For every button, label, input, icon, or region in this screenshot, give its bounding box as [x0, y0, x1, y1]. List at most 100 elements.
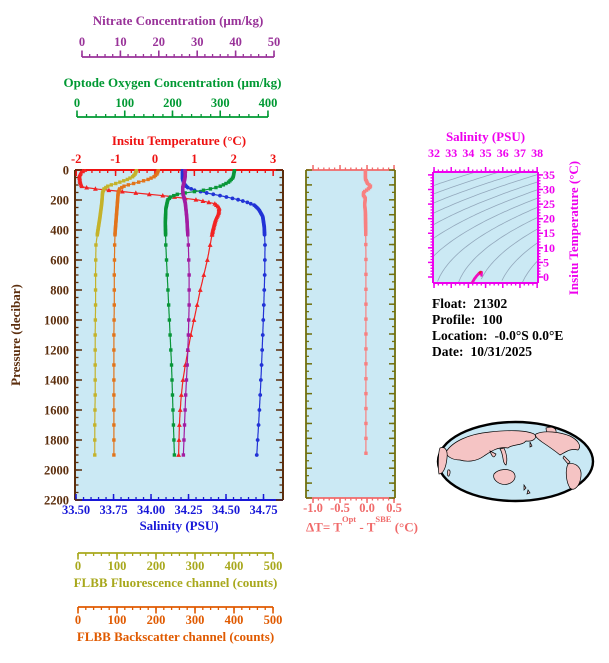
isopycnal-line	[480, 228, 538, 280]
nitrate-series	[180, 169, 191, 457]
fluorescence-axis-tick-label: 400	[225, 559, 244, 573]
nitrate-axis-tick-label: 20	[153, 35, 166, 49]
pressure-axis-title: Pressure (decibar)	[8, 284, 23, 386]
backscatter-axis-tick-label: 100	[108, 613, 127, 627]
delta-panel-background	[306, 170, 395, 498]
map-land	[499, 447, 508, 466]
temperature-tick-label: 1	[191, 152, 197, 166]
map-land	[446, 469, 451, 477]
delta_t-series	[361, 169, 373, 455]
pressure-tick-label: 200	[50, 194, 69, 208]
ts-salinity-title: Salinity (PSU)	[446, 129, 525, 144]
map-land	[529, 441, 533, 448]
backscatter-series	[112, 169, 161, 457]
nitrate-markers	[180, 169, 191, 457]
oxygen-axis-tick-label: 300	[211, 96, 230, 110]
delta-panel: -1.0 -0.5 0.0 0.5	[303, 165, 402, 515]
fluorescence-axis-tick-label: 500	[264, 559, 283, 573]
ts-salinity-tick-label: 33	[445, 146, 457, 160]
salinity-tick-label: 34.25	[174, 503, 202, 517]
oxygen-axis: 0 100 200 300 400 Optode Oxygen Concentration…	[64, 75, 282, 118]
ts-salinity-tick-label: 34	[462, 146, 474, 160]
backscatter-axis-tick-label: 0	[75, 613, 81, 627]
backscatter-axis-title: FLBB Backscatter channel (counts)	[77, 629, 274, 644]
ts-temperature-tick-label: 15	[543, 226, 555, 240]
fluorescence-series	[93, 169, 139, 457]
fluorescence-axis-tick-label: 200	[147, 559, 166, 573]
ts-track	[470, 270, 483, 283]
nitrate-axis-tick-label: 40	[229, 35, 242, 49]
nitrate-axis-tick-label: 0	[79, 35, 85, 49]
nitrate-axis-tick-label: 30	[191, 35, 204, 49]
ts-temperature-tick-label: 25	[543, 197, 555, 211]
location-line: Location: -0.0°S 0.0°E	[432, 328, 564, 343]
backscatter-axis-tick-label: 300	[186, 613, 205, 627]
pressure-tick-label: 600	[50, 254, 69, 268]
main-plot-curves	[77, 169, 267, 457]
map-land	[445, 430, 536, 462]
fluorescence-axis-tick-label: 300	[186, 559, 205, 573]
fluorescence-markers	[93, 169, 139, 457]
ts-salinity-tick-label: 38	[531, 146, 543, 160]
world-map	[436, 420, 595, 503]
map-land	[535, 431, 580, 456]
date-line: Date: 10/31/2025	[432, 344, 532, 359]
pressure-tick-label: 1200	[44, 344, 69, 358]
ts-temperature-tick-label: 5	[543, 255, 549, 269]
ts-profile-track	[470, 270, 483, 283]
map-land	[489, 450, 497, 458]
isopycnal-line	[433, 189, 538, 240]
delta_t-markers	[361, 169, 373, 455]
ts-temperature-tick-label: 30	[543, 182, 555, 196]
delta-tick-label: -1.0	[303, 501, 323, 515]
isopycnal-line	[522, 260, 538, 283]
delta-tick-label: 0.0	[359, 501, 375, 515]
oxygen-axis-tick-label: 0	[74, 96, 80, 110]
map-landmasses	[437, 426, 582, 495]
delta-tick-label: 0.5	[386, 501, 402, 515]
ts-temperature-tick-label: 35	[543, 168, 555, 182]
temperature-tick-label: 2	[231, 152, 237, 166]
backscatter-axis-tick-label: 200	[147, 613, 166, 627]
salinity-tick-label: 33.75	[99, 503, 127, 517]
nitrate-axis-tick-label: 50	[268, 35, 281, 49]
isopycnal-line	[433, 172, 525, 204]
salinity-axis-title: Salinity (PSU)	[139, 518, 218, 533]
temperature-tick-label: 3	[270, 152, 276, 166]
float-id-line: Float: 21302	[432, 296, 508, 311]
isopycnal-line	[433, 181, 538, 226]
salinity-tick-label: 33.50	[62, 503, 90, 517]
nitrate-axis: 0 10 20 30 40 50 Nitrate Concentration (μm/kg)	[79, 13, 281, 58]
pressure-tick-label: 0	[63, 164, 69, 178]
fluorescence-axis-title: FLBB Fluorescence channel (counts)	[74, 575, 278, 590]
delta-tick-label: -0.5	[330, 501, 350, 515]
ts-temperature-title: Insitu Temperature (°C)	[566, 161, 581, 295]
oxygen-axis-title: Optode Oxygen Concentration (μm/kg)	[64, 75, 282, 90]
oxygen-series	[163, 169, 237, 457]
pressure-tick-label: 1800	[44, 434, 69, 448]
temperature-tick-label: -1	[110, 152, 120, 166]
profile-line: Profile: 100	[432, 312, 503, 327]
oxygen-axis-tick-label: 400	[259, 96, 278, 110]
pressure-tick-label: 800	[50, 284, 69, 298]
ts-salinity-tick-label: 32	[428, 146, 440, 160]
temperature-tick-label: -2	[71, 152, 81, 166]
pressure-tick-label: 1000	[44, 314, 69, 328]
temperature-series	[77, 169, 222, 457]
salinity-tick-label: 34.00	[137, 503, 165, 517]
map-land	[437, 447, 448, 475]
nitrate-axis-tick-label: 10	[114, 35, 127, 49]
backscatter-axis-tick-label: 500	[264, 613, 283, 627]
ts-temperature-tick-label: 20	[543, 212, 555, 226]
map-land	[523, 483, 531, 495]
oxygen-axis-tick-label: 100	[115, 96, 134, 110]
salinity-tick-label: 34.50	[212, 503, 240, 517]
fluorescence-axis-tick-label: 0	[75, 559, 81, 573]
ts-temperature-tick-label: 0	[543, 270, 549, 284]
oxygen-axis-tick-label: 200	[163, 96, 182, 110]
fluorescence-axis-tick-label: 100	[108, 559, 127, 573]
ts-salinity-tick-label: 37	[514, 146, 526, 160]
salinity-markers	[180, 169, 267, 457]
isopycnal-line	[457, 216, 538, 283]
